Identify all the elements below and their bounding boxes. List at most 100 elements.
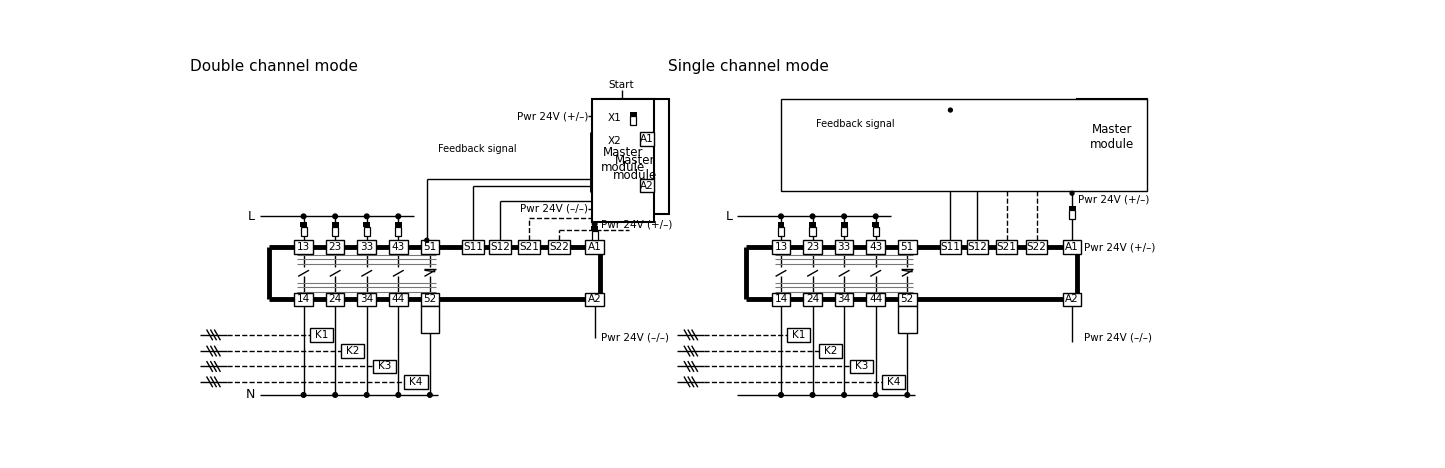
Text: A2: A2 (588, 294, 601, 305)
Text: K2: K2 (824, 346, 837, 356)
Text: K4: K4 (887, 377, 900, 387)
Bar (603, 134, 626, 148)
Text: X2: X2 (608, 136, 621, 146)
Circle shape (811, 393, 815, 397)
Bar (897, 292, 916, 307)
Text: S12: S12 (967, 242, 987, 252)
Text: K2: K2 (347, 346, 360, 356)
Bar (835, 240, 854, 254)
Bar (357, 292, 376, 307)
Text: S22: S22 (549, 242, 569, 252)
Text: 14: 14 (298, 294, 311, 305)
Text: 14: 14 (775, 294, 788, 305)
Text: Double channel mode: Double channel mode (191, 59, 358, 74)
Text: 44: 44 (392, 294, 405, 305)
Text: 52: 52 (900, 294, 913, 305)
Bar (519, 240, 540, 254)
Bar (420, 240, 439, 254)
Bar (897, 240, 916, 254)
Bar (809, 222, 816, 227)
Text: Pwr 24V (–/–): Pwr 24V (–/–) (601, 333, 669, 343)
Bar (1064, 240, 1081, 254)
Bar (867, 292, 884, 307)
Text: A1: A1 (1065, 242, 1079, 252)
Circle shape (332, 393, 338, 397)
Bar (363, 222, 370, 227)
Circle shape (905, 393, 909, 397)
Bar (803, 292, 822, 307)
Bar (295, 292, 312, 307)
Bar (327, 240, 344, 254)
Bar (850, 359, 873, 373)
Bar (549, 240, 569, 254)
Circle shape (301, 393, 306, 397)
Text: L: L (249, 210, 256, 223)
Bar (1026, 240, 1048, 254)
Bar (772, 292, 790, 307)
Text: 34: 34 (838, 294, 851, 305)
Text: A1: A1 (640, 134, 655, 144)
Bar (939, 240, 961, 254)
Bar (630, 111, 637, 116)
Text: Pwr 24V (–/–): Pwr 24V (–/–) (520, 204, 588, 213)
Text: K3: K3 (855, 361, 868, 372)
Text: S12: S12 (490, 242, 510, 252)
Text: 24: 24 (806, 294, 819, 305)
Bar (591, 231, 598, 240)
Text: Master
module: Master module (601, 146, 646, 174)
Bar (835, 292, 854, 307)
Text: Pwr 24V (+/–): Pwr 24V (+/–) (1078, 194, 1150, 205)
Text: S22: S22 (1027, 242, 1046, 252)
Text: S11: S11 (941, 242, 961, 252)
Text: Master
module: Master module (613, 154, 657, 182)
Text: Pwr 24V (–/–): Pwr 24V (–/–) (1084, 333, 1152, 343)
Text: 44: 44 (868, 294, 883, 305)
Bar (462, 240, 484, 254)
Bar (396, 227, 402, 236)
Text: 13: 13 (775, 242, 788, 252)
Text: A2: A2 (640, 181, 655, 190)
Text: 33: 33 (360, 242, 373, 252)
Bar (1078, 98, 1147, 176)
Bar (967, 240, 988, 254)
Circle shape (396, 214, 400, 219)
Circle shape (779, 393, 783, 397)
Circle shape (779, 214, 783, 219)
Bar (841, 222, 848, 227)
Bar (1069, 210, 1075, 219)
Text: Master
module: Master module (1090, 123, 1134, 151)
Circle shape (301, 214, 306, 219)
Bar (420, 307, 439, 333)
Text: 43: 43 (868, 242, 883, 252)
Bar (873, 222, 879, 227)
Text: 13: 13 (298, 242, 311, 252)
Circle shape (948, 108, 952, 112)
Circle shape (842, 214, 847, 219)
Text: Pwr 24V (+/–): Pwr 24V (+/–) (601, 219, 672, 229)
Bar (1069, 205, 1075, 210)
Text: L: L (725, 210, 733, 223)
Circle shape (592, 222, 597, 227)
Bar (327, 292, 344, 307)
Circle shape (396, 393, 400, 397)
Bar (591, 227, 598, 231)
Bar (867, 240, 884, 254)
Bar (364, 227, 370, 236)
Text: S21: S21 (997, 242, 1016, 252)
Circle shape (842, 393, 847, 397)
Text: Pwr 24V (+/–): Pwr 24V (+/–) (1084, 242, 1155, 252)
Bar (897, 307, 916, 333)
Bar (841, 227, 847, 236)
Bar (803, 240, 822, 254)
Bar (819, 344, 842, 358)
Circle shape (428, 393, 432, 397)
Bar (389, 240, 407, 254)
Text: K3: K3 (377, 361, 392, 372)
Bar (777, 227, 785, 236)
Text: 33: 33 (838, 242, 851, 252)
Text: 51: 51 (423, 242, 436, 252)
Text: K1: K1 (792, 330, 805, 340)
Text: N: N (246, 388, 256, 402)
Text: 23: 23 (328, 242, 342, 252)
Bar (809, 227, 815, 236)
